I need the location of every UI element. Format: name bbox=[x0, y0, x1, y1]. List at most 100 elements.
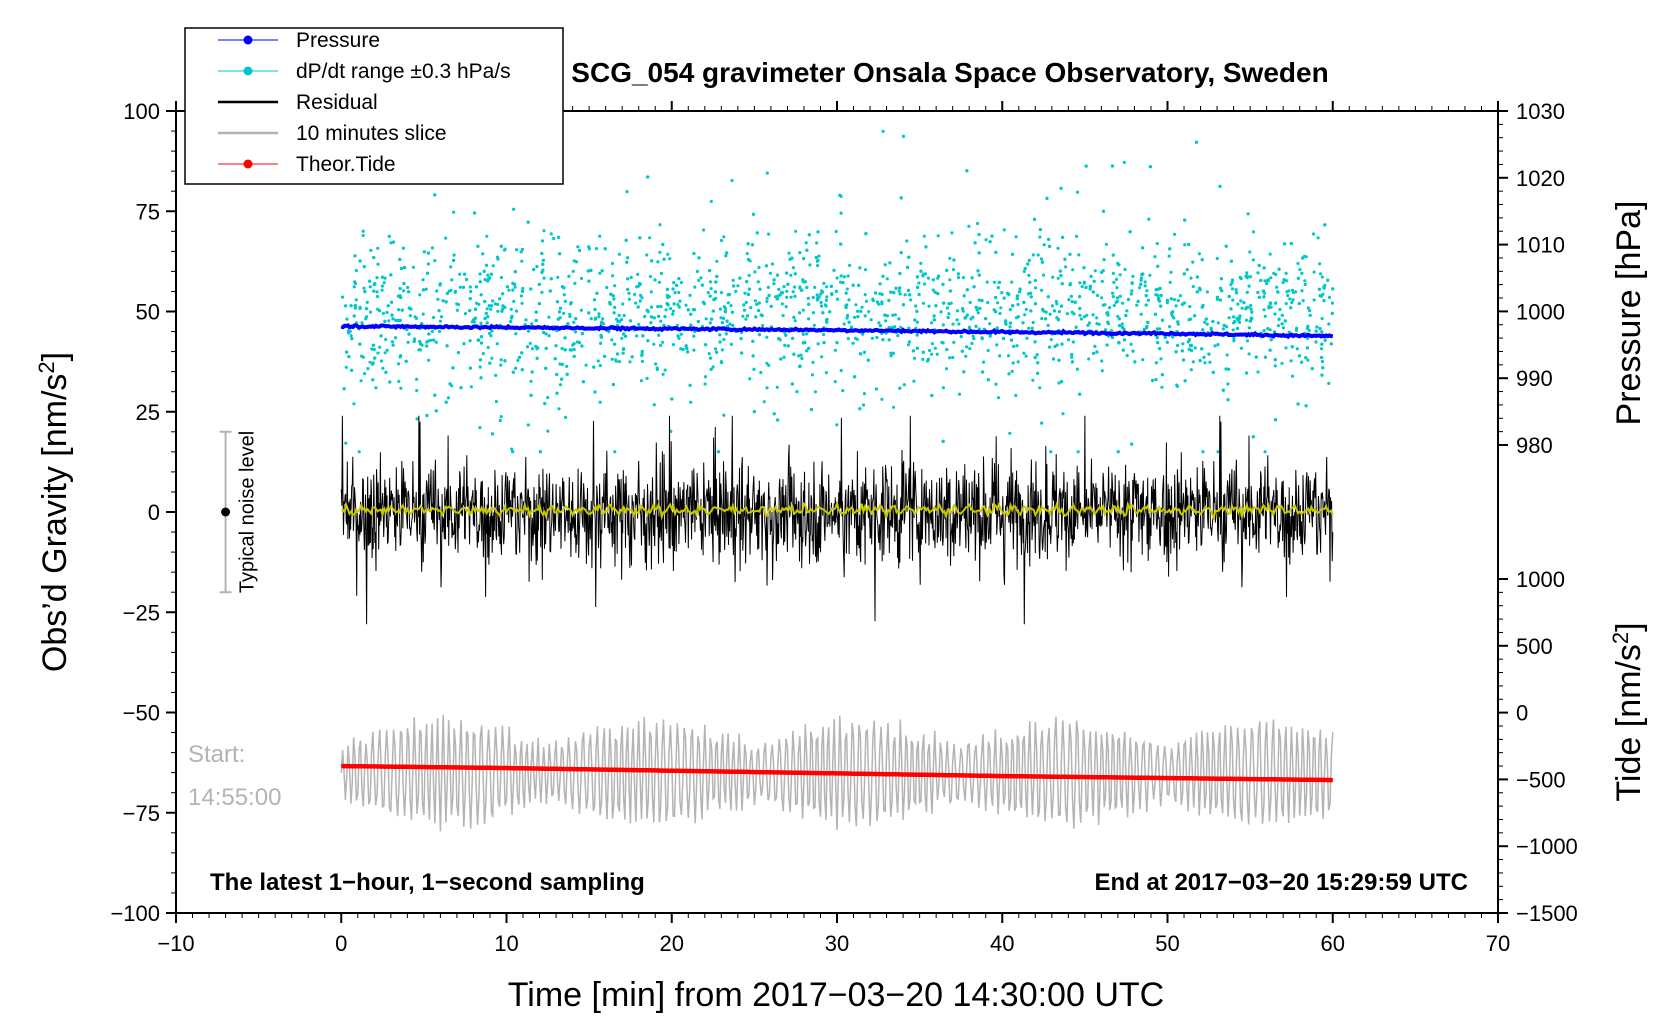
dpdt-point bbox=[912, 356, 917, 360]
dpdt-point bbox=[513, 270, 517, 274]
dpdt-point bbox=[950, 231, 954, 235]
dpdt-point bbox=[871, 297, 875, 301]
dpdt-point bbox=[587, 311, 591, 315]
dpdt-point bbox=[1187, 347, 1191, 351]
dpdt-point bbox=[1218, 286, 1223, 290]
dpdt-point bbox=[711, 309, 715, 313]
dpdt-point bbox=[1079, 317, 1083, 321]
dpdt-point bbox=[612, 311, 616, 315]
dpdt-point bbox=[897, 317, 901, 321]
dpdt-point bbox=[469, 289, 473, 294]
dpdt-point bbox=[1247, 284, 1251, 288]
dpdt-point bbox=[921, 357, 925, 361]
dpdt-point bbox=[645, 308, 649, 312]
dpdt-point bbox=[884, 319, 888, 323]
dpdt-point bbox=[557, 310, 562, 314]
dpdt-point bbox=[496, 309, 500, 313]
dpdt-point bbox=[1110, 164, 1114, 168]
dpdt-point bbox=[986, 348, 990, 353]
dpdt-point bbox=[648, 274, 653, 279]
dpdt-point bbox=[398, 286, 402, 291]
dpdt-point bbox=[1323, 223, 1327, 227]
dpdt-point bbox=[1182, 272, 1186, 276]
dpdt-point bbox=[547, 334, 551, 338]
dpdt-point bbox=[652, 342, 656, 346]
dpdt-point bbox=[941, 439, 945, 443]
dpdt-point bbox=[777, 287, 781, 291]
dpdt-point bbox=[1076, 450, 1080, 454]
dpdt-point bbox=[1277, 317, 1281, 321]
dpdt-point bbox=[1023, 266, 1027, 271]
dpdt-point bbox=[1316, 236, 1320, 240]
dpdt-point bbox=[530, 347, 535, 351]
dpdt-point bbox=[767, 293, 771, 297]
dpdt-point bbox=[1273, 364, 1277, 368]
dpdt-point bbox=[449, 288, 453, 292]
dpdt-point bbox=[368, 360, 372, 364]
dpdt-point bbox=[924, 245, 928, 249]
dpdt-point bbox=[659, 271, 664, 275]
dpdt-point bbox=[758, 287, 762, 291]
dpdt-point bbox=[1049, 450, 1053, 454]
dpdt-point bbox=[1116, 450, 1120, 454]
dpdt-point bbox=[1232, 337, 1236, 341]
dpdt-point bbox=[804, 241, 808, 245]
dpdt-point bbox=[558, 383, 563, 387]
dpdt-point bbox=[406, 285, 410, 290]
dpdt-point bbox=[603, 247, 607, 251]
y-tick-label: 75 bbox=[136, 199, 160, 224]
dpdt-point bbox=[415, 377, 419, 381]
dpdt-point bbox=[830, 292, 834, 297]
dpdt-point bbox=[668, 307, 673, 311]
dpdt-point bbox=[456, 351, 460, 355]
dpdt-point bbox=[689, 323, 693, 327]
dpdt-point bbox=[452, 253, 456, 257]
dpdt-point bbox=[1120, 322, 1124, 326]
dpdt-point bbox=[620, 336, 624, 340]
dpdt-point bbox=[907, 340, 912, 344]
dpdt-point bbox=[1290, 374, 1295, 378]
dpdt-point bbox=[613, 342, 617, 346]
dpdt-point bbox=[1250, 316, 1254, 321]
dpdt-point bbox=[1087, 357, 1091, 361]
dpdt-point bbox=[1320, 317, 1324, 321]
dpdt-point bbox=[679, 280, 684, 285]
dpdt-point bbox=[1262, 329, 1266, 333]
dpdt-point bbox=[1024, 354, 1028, 358]
dpdt-point bbox=[1137, 286, 1142, 290]
dpdt-point bbox=[626, 277, 630, 281]
dpdt-point bbox=[555, 300, 560, 304]
dpdt-point bbox=[1135, 303, 1139, 307]
dpdt-point bbox=[947, 312, 951, 316]
dpdt-point bbox=[888, 261, 892, 265]
dpdt-point bbox=[864, 299, 869, 303]
dpdt-point bbox=[838, 193, 842, 197]
dpdt-point bbox=[396, 294, 400, 298]
dpdt-point bbox=[1011, 304, 1015, 308]
dpdt-point bbox=[353, 281, 357, 285]
dpdt-point bbox=[949, 301, 953, 305]
dpdt-point bbox=[1101, 303, 1105, 307]
dpdt-point bbox=[829, 284, 834, 288]
dpdt-point bbox=[597, 315, 601, 319]
dpdt-point bbox=[801, 280, 805, 284]
dpdt-point bbox=[1304, 356, 1308, 360]
dpdt-point bbox=[1280, 322, 1284, 326]
dpdt-point bbox=[451, 366, 455, 370]
dpdt-point bbox=[922, 272, 926, 276]
dpdt-point bbox=[382, 281, 386, 285]
dpdt-point bbox=[1197, 252, 1201, 256]
dpdt-point bbox=[1176, 343, 1180, 348]
dpdt-point bbox=[563, 348, 567, 352]
dpdt-point bbox=[962, 370, 966, 374]
dpdt-point bbox=[972, 337, 976, 341]
noise-center-dot bbox=[221, 507, 231, 517]
dpdt-point bbox=[1148, 273, 1152, 277]
dpdt-point bbox=[512, 299, 516, 303]
dpdt-point bbox=[418, 293, 422, 297]
dpdt-point bbox=[1300, 360, 1304, 364]
dpdt-point bbox=[397, 362, 401, 366]
dpdt-point bbox=[548, 289, 552, 293]
dpdt-point bbox=[513, 285, 517, 289]
dpdt-point bbox=[433, 393, 437, 397]
